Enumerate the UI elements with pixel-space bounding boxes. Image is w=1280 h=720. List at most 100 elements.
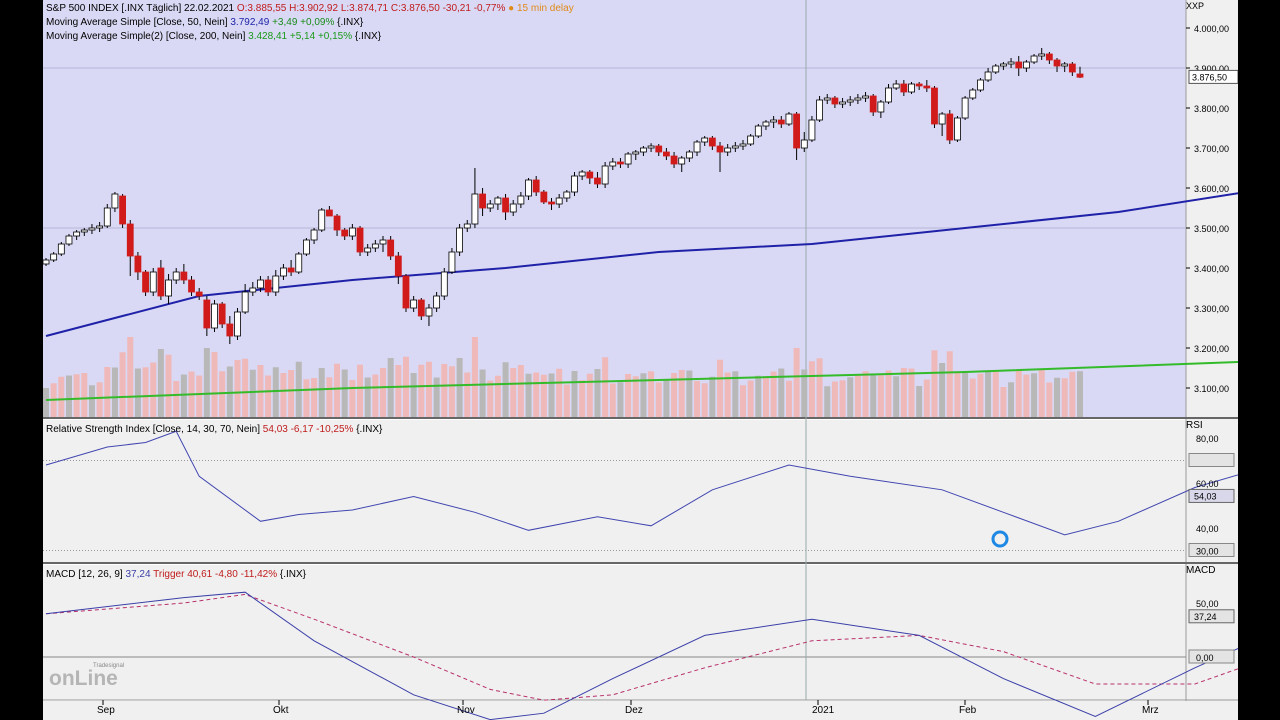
rsi-value: 54,03 -6,17 -10,25%: [262, 424, 354, 435]
volume-bar: [939, 363, 946, 417]
volume-bar: [326, 377, 333, 417]
candle-up: [731, 145, 739, 149]
volume-bar: [58, 376, 65, 417]
volume-bar: [318, 368, 325, 417]
volume-bar: [724, 372, 731, 417]
volume-bar: [1038, 368, 1045, 417]
volume-bar: [357, 364, 364, 417]
volume-bar: [602, 357, 609, 417]
volume-bar: [410, 373, 417, 417]
volume-bar: [65, 375, 72, 417]
volume-bar: [203, 348, 210, 417]
rsi-current-box: [1188, 488, 1235, 503]
candle-up: [862, 95, 869, 99]
candle-up: [647, 145, 655, 149]
candle-up: [211, 303, 218, 329]
candle-down: [586, 171, 594, 179]
volume-bar: [617, 382, 624, 417]
volume-bar: [992, 371, 999, 417]
candle-up: [463, 223, 471, 229]
candle-down: [402, 275, 410, 309]
volume-bar: [686, 370, 693, 417]
candles: [43, 48, 1084, 344]
candle-up: [103, 207, 111, 227]
volume-bar: [625, 374, 632, 417]
ohlc-readout: O:3.885,55 H:3.902,92 L:3.874,71 C:3.876…: [236, 3, 506, 14]
candle-down: [126, 223, 134, 257]
candle-down: [356, 227, 364, 253]
ma200-header[interactable]: Moving Average Simple(2) [Close, 200, Ne…: [46, 31, 381, 43]
candle-up: [364, 247, 372, 253]
volume-bar: [831, 381, 838, 417]
volume-bar: [311, 378, 318, 417]
macd-header[interactable]: MACD [12, 26, 9] 37,24 Trigger 40,61 -4,…: [46, 569, 306, 581]
candle-up: [486, 203, 494, 209]
macd-line: [45, 591, 1238, 720]
candle-down: [793, 113, 801, 149]
price-tick-label: 3.800,00: [1194, 104, 1229, 114]
candle-down: [195, 291, 203, 297]
candle-down: [663, 151, 670, 157]
volume-bar: [854, 374, 861, 417]
volume-bar: [104, 367, 111, 417]
macd-value: 37,24: [125, 569, 151, 580]
instrument-title: S&P 500 INDEX [.INX Täglich] 22.02.2021: [46, 3, 235, 14]
candle-up: [961, 97, 969, 119]
candle-down: [1053, 59, 1061, 67]
price-tick-label: 4.000,00: [1194, 24, 1229, 34]
macd-current-box: [1188, 609, 1235, 624]
candle-up: [257, 279, 264, 289]
volume-bar: [425, 361, 432, 417]
volume-bar: [701, 383, 708, 417]
price-tick-label: 3.600,00: [1194, 184, 1229, 194]
volume-bar: [127, 337, 134, 417]
volume-bar: [755, 375, 762, 417]
candle-down: [915, 83, 923, 87]
volume-bar: [1054, 377, 1061, 417]
candle-up: [249, 287, 257, 293]
candle-up: [371, 243, 379, 249]
candle-down: [1076, 73, 1084, 78]
candle-up: [448, 251, 456, 273]
candle-down: [333, 215, 341, 231]
ma200-line: [45, 361, 1238, 401]
candle-down: [594, 177, 601, 185]
rsi-tick-label: 80,00: [1196, 434, 1219, 444]
price-tick-label: 3.400,00: [1194, 264, 1229, 274]
volume-bar: [540, 374, 547, 417]
candle-up: [280, 267, 287, 277]
logo-small-text: Tradesignal: [93, 663, 125, 669]
ma50-header[interactable]: Moving Average Simple [Close, 50, Nein] …: [46, 17, 363, 29]
volume-bar: [678, 370, 685, 417]
macd-trigger: Trigger 40,61 -4,80 -11,42%: [153, 569, 278, 580]
candle-down: [946, 113, 954, 141]
rsi-header[interactable]: Relative Strength Index [Close, 14, 30, …: [46, 424, 382, 436]
macd-tick-label: 0,00: [1196, 653, 1214, 663]
candle-up: [977, 79, 984, 91]
macd-axis-title: MACD: [1186, 565, 1216, 576]
candle-down: [203, 299, 211, 329]
volume-bar: [808, 361, 815, 417]
month-label: 2021: [812, 705, 835, 716]
candle-up: [601, 165, 609, 185]
macd-zero-box: [1188, 649, 1235, 664]
volume-bar: [242, 358, 249, 417]
candle-up: [410, 299, 418, 309]
candle-up: [701, 137, 709, 143]
ma200-value: 3.428,41 +5,14 +0,15%: [248, 31, 353, 42]
candle-down: [325, 209, 333, 217]
volume-bar: [349, 380, 356, 417]
volume-bar: [1023, 374, 1030, 417]
price-tick-label: 3.100,00: [1194, 384, 1229, 394]
volume-bar: [226, 366, 233, 417]
price-axis-title: XXP: [1186, 1, 1205, 11]
month-label: Nov: [457, 705, 475, 716]
candle-up: [992, 65, 1000, 73]
ma200-symbol: {.INX}: [354, 31, 382, 42]
volume-bar: [525, 373, 532, 417]
volume-bar: [441, 364, 448, 417]
volume-bar: [303, 379, 310, 417]
volume-bar: [893, 376, 900, 417]
candle-up: [724, 147, 732, 153]
volume-bar: [142, 367, 149, 417]
